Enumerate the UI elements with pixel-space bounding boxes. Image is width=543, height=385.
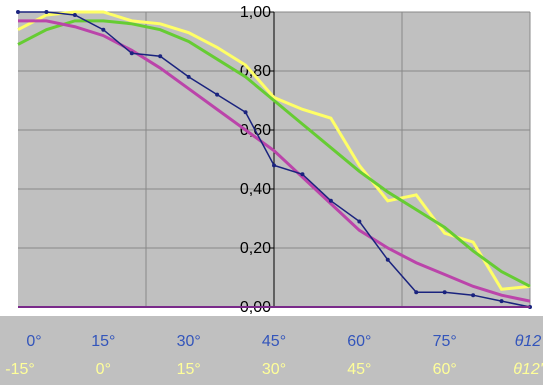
x2-axis-label: θ12' <box>513 361 543 378</box>
x2-tick-label: -15° <box>5 361 35 378</box>
series-line <box>17 10 531 291</box>
series-marker <box>243 110 248 115</box>
series-marker <box>215 92 220 97</box>
series-line <box>18 19 531 303</box>
x2-tick-label: 60° <box>433 361 457 378</box>
series-marker <box>186 74 191 79</box>
label-band <box>0 316 543 385</box>
series-marker <box>357 219 362 224</box>
series-marker <box>471 293 476 298</box>
series-marker <box>499 299 504 304</box>
y-tick-label: 1,00 <box>240 4 271 21</box>
series-marker <box>44 10 49 14</box>
x-tick-label: 45° <box>262 333 286 350</box>
x-tick-label: 75° <box>433 333 457 350</box>
series-marker <box>72 12 77 17</box>
series-marker <box>101 27 106 32</box>
y-tick-label: 0,20 <box>240 240 271 257</box>
series-marker <box>158 54 163 59</box>
x-tick-label: 60° <box>347 333 371 350</box>
series-marker <box>129 51 134 56</box>
series-marker <box>16 10 20 14</box>
x2-tick-label: 45° <box>347 361 371 378</box>
x2-tick-label: 30° <box>262 361 286 378</box>
series-marker <box>442 290 447 295</box>
x-tick-label: 15° <box>91 333 115 350</box>
series-marker <box>385 257 390 262</box>
y-tick-label: 0,40 <box>240 181 271 198</box>
x2-tick-label: 15° <box>177 361 201 378</box>
x-tick-label: 0° <box>26 333 41 350</box>
series-line <box>17 19 531 288</box>
series-marker <box>328 198 333 203</box>
x-tick-label: 30° <box>177 333 201 350</box>
x-axis-label: θ12 <box>515 333 542 350</box>
x2-tick-label: 0° <box>96 361 111 378</box>
series-marker <box>272 163 276 168</box>
series-marker <box>300 172 305 177</box>
series-marker <box>414 290 419 295</box>
